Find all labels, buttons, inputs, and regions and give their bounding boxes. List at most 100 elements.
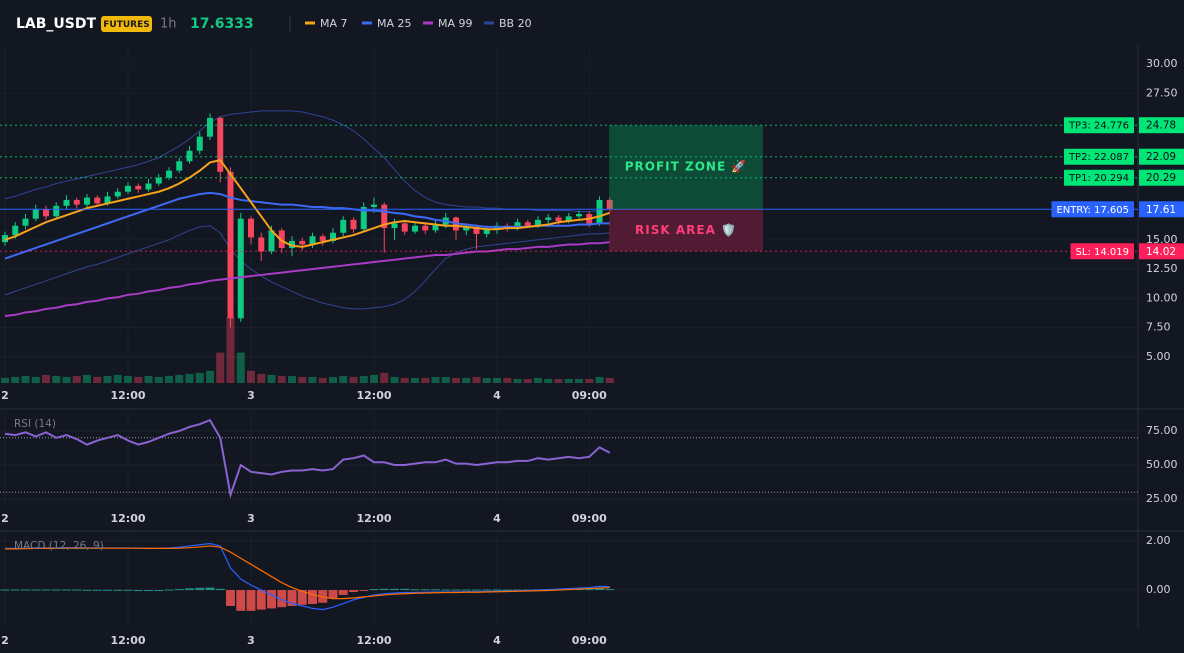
level-tag-bg [1139, 169, 1184, 186]
level-tag-bg [1139, 243, 1184, 260]
volume-bar [339, 375, 348, 383]
x-tick-label: 3 [247, 512, 255, 525]
histogram-bar [287, 590, 297, 606]
x-tick-label: 12:00 [356, 389, 391, 402]
level-tag: 24.78 [1146, 120, 1176, 132]
x-tick-label: 2 [1, 512, 9, 525]
histogram-bar [472, 589, 481, 591]
volume-bar [247, 370, 255, 383]
volume-bar [277, 375, 286, 383]
x-tick-label: 09:00 [572, 634, 607, 647]
volume-bar [452, 377, 460, 383]
candle-body [84, 197, 90, 205]
volume-bar [380, 372, 389, 383]
volume-bar [370, 374, 378, 383]
histogram-bar [267, 590, 276, 609]
moving-average [4, 191, 610, 260]
histogram-bar [605, 589, 615, 591]
histogram-bar [410, 589, 420, 591]
histogram-bar [359, 590, 369, 592]
zone-label: RISK AREA 🛡️ [635, 223, 737, 237]
volume-bar [83, 374, 91, 383]
legend-label: BB 20 [499, 17, 532, 30]
level-tag-bg [1139, 148, 1184, 165]
histogram-bar [308, 590, 317, 604]
volume-bar [359, 375, 368, 383]
candle-body [483, 229, 490, 234]
y-tick-label: 10.00 [1146, 291, 1178, 304]
volume-bar [554, 378, 563, 383]
volume-bar [185, 373, 194, 383]
candle-body [186, 150, 193, 162]
candle-body [555, 217, 562, 222]
candle-body [278, 230, 285, 248]
histogram-bar [328, 590, 338, 599]
volume-bar [431, 376, 440, 383]
volume-bar [62, 376, 71, 383]
x-tick-label: 3 [247, 389, 255, 402]
moving-average [4, 158, 611, 248]
level-label: TP1: 20.294 [1068, 173, 1129, 184]
volume-bar [400, 377, 409, 383]
volume-bar [257, 373, 266, 383]
signal-line [5, 545, 610, 600]
volume-bar [472, 376, 481, 383]
level-tag: 14.02 [1146, 246, 1176, 258]
histogram-bar [297, 590, 307, 605]
pane-title: RSI (14) [14, 418, 56, 430]
volume-bar [595, 376, 604, 383]
volume-bar [154, 376, 163, 383]
candle-body [309, 236, 316, 245]
volume-bar [288, 375, 296, 383]
candle-body [217, 117, 224, 172]
histogram-bar [21, 589, 30, 591]
x-tick-label: 09:00 [572, 389, 607, 402]
level-label-bg [1063, 117, 1134, 134]
level-label: TP2: 22.087 [1068, 152, 1129, 163]
candle-body [422, 225, 429, 231]
candle-body [319, 236, 326, 241]
histogram-bar [431, 589, 440, 591]
y-tick-label: 50.00 [1146, 458, 1178, 471]
histogram-bar [584, 589, 594, 591]
histogram-bar [31, 589, 41, 591]
histogram-bar [338, 590, 348, 595]
volume-bar [93, 376, 102, 383]
level-label-bg [1063, 169, 1134, 186]
volume-bar [462, 377, 471, 383]
histogram-bar [226, 590, 235, 606]
candle-body [114, 191, 121, 197]
level-label-bg [1063, 148, 1134, 165]
level-tag-bg [1139, 201, 1184, 218]
histogram-bar [10, 589, 20, 591]
candle-body [463, 226, 470, 231]
volume-bar [605, 377, 614, 383]
bb-lower [4, 225, 610, 310]
volume-bar [113, 374, 122, 383]
candle-body [32, 209, 39, 219]
candle-body [104, 196, 111, 204]
histogram-bar [513, 589, 522, 591]
histogram-bar [72, 589, 82, 591]
candle-body [360, 206, 367, 230]
candle-body [53, 205, 60, 217]
candle-body [330, 232, 336, 241]
volume-bar [31, 376, 40, 383]
candle-body [381, 204, 388, 229]
histogram-bar [174, 589, 184, 591]
candle-body [73, 199, 80, 205]
histogram-bar [441, 589, 451, 591]
badge: FUTURES [103, 20, 149, 30]
y-tick-label: 75.00 [1146, 424, 1178, 437]
zone-label: PROFIT ZONE 🚀 [625, 160, 748, 174]
histogram-bar [420, 589, 430, 591]
symbol: LAB_USDT [16, 16, 96, 32]
histogram-bar [92, 589, 102, 591]
histogram-bar [595, 588, 604, 591]
histogram-bar [195, 587, 205, 591]
x-tick-label: 4 [493, 634, 501, 647]
histogram-bar [349, 590, 358, 592]
candle-body [535, 219, 541, 226]
